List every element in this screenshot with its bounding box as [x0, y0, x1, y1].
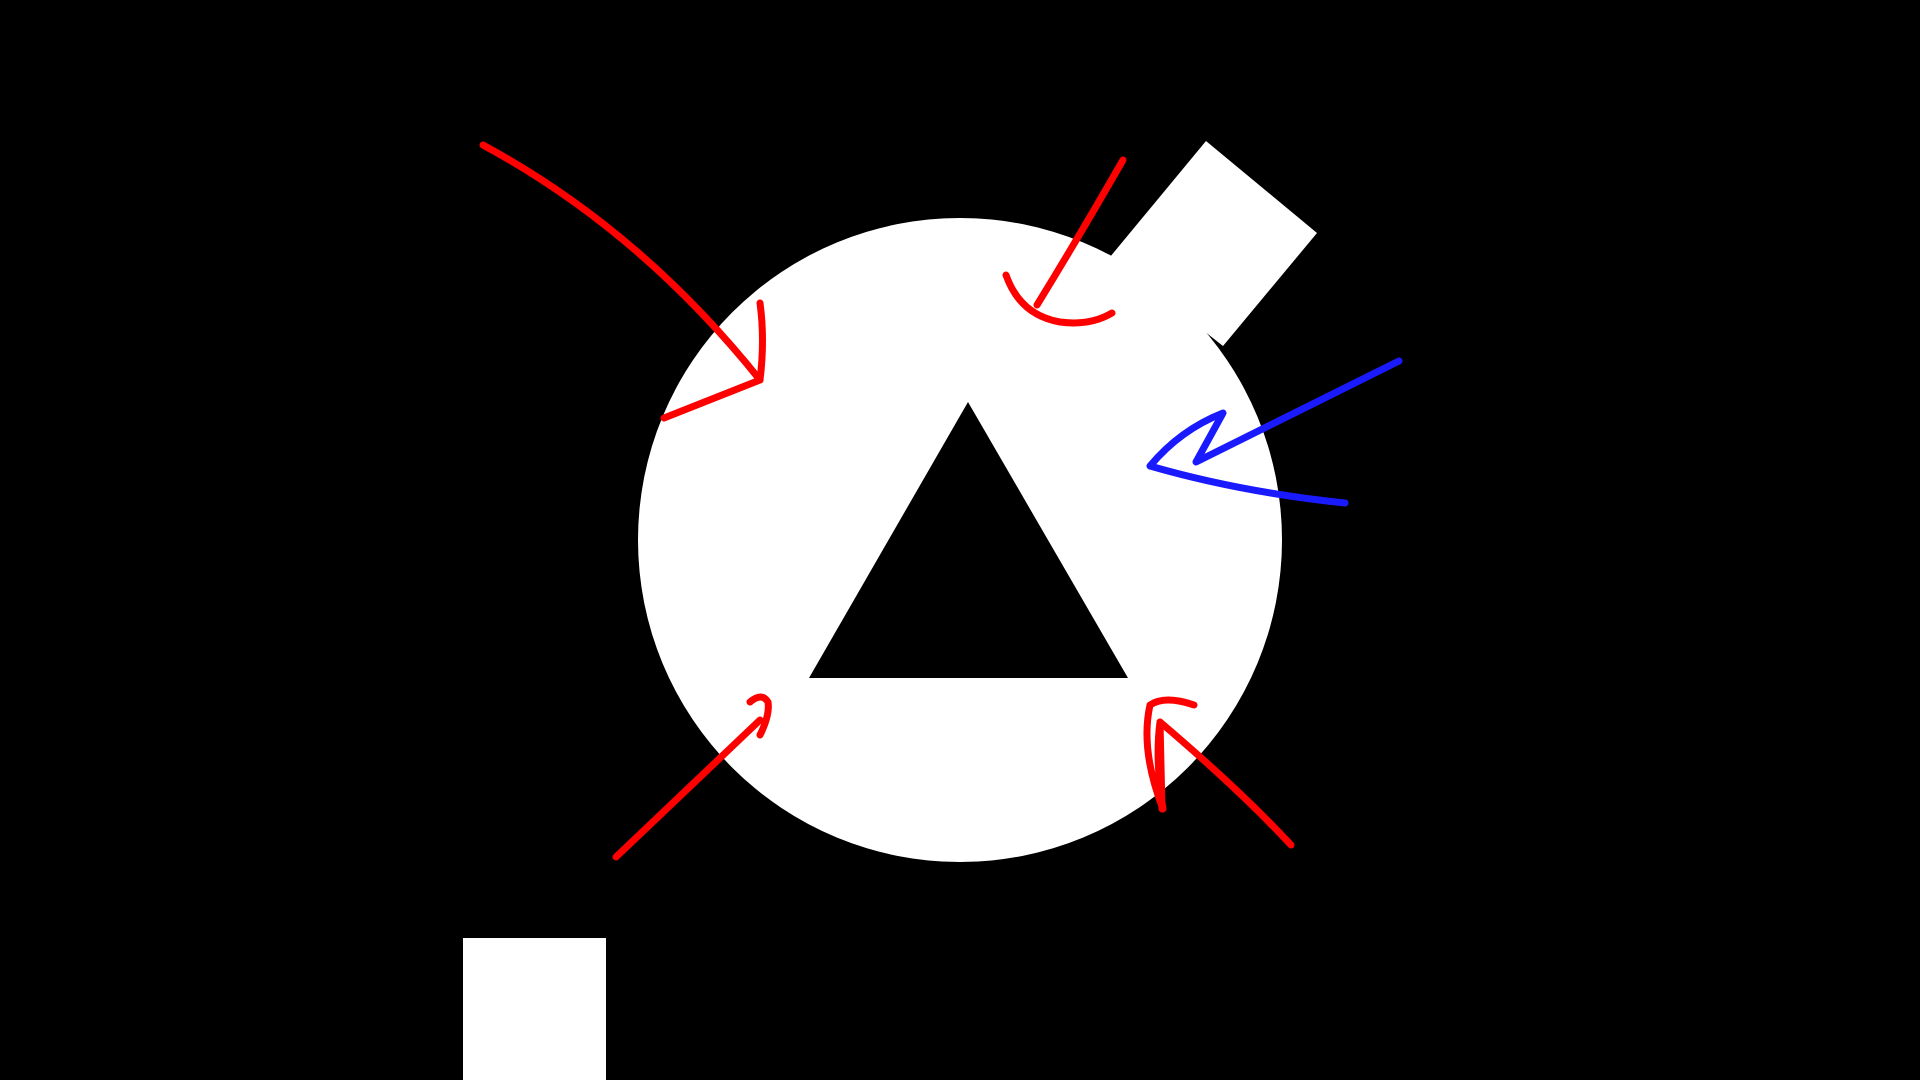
arrow-right [1146, 357, 1403, 507]
arrow-bottom-left [612, 693, 772, 861]
arrow-top-left [479, 141, 766, 422]
block-square [463, 938, 606, 1080]
triangle-emblem [809, 402, 1128, 678]
arrow-top [1002, 156, 1127, 327]
arrow-bottom-right [1143, 696, 1295, 849]
